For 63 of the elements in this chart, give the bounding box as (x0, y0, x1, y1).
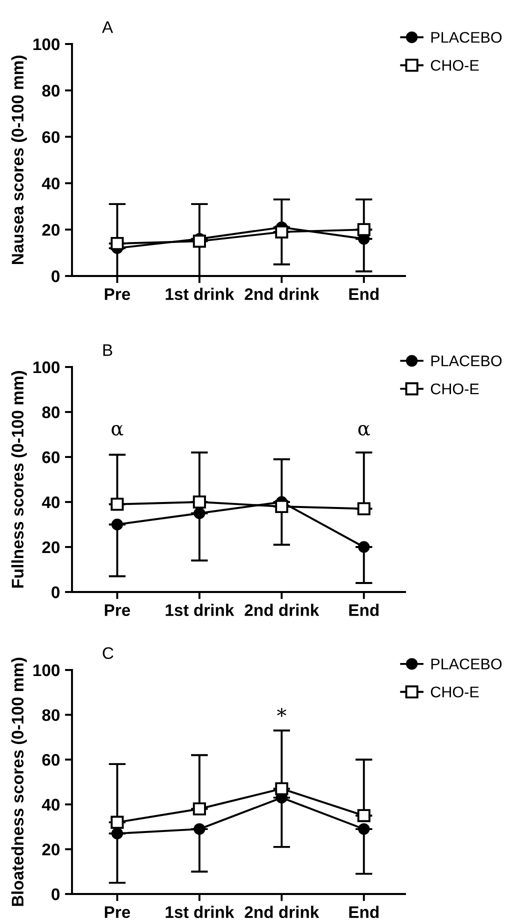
y-tick-label: 40 (42, 798, 60, 811)
chart-title: B (103, 344, 112, 356)
legend-label: PLACEBO (431, 658, 502, 670)
legend-label: CHO-E (430, 686, 479, 698)
x-tick-label: 1st drink (166, 288, 234, 300)
y-tick-label: 0 (52, 586, 60, 598)
y-tick-label: 80 (42, 709, 60, 722)
x-tick-label: Pre (104, 288, 130, 300)
point (111, 518, 124, 530)
x-tick-label: Pre (104, 604, 130, 616)
point (192, 234, 206, 248)
y-tick-label: 40 (42, 178, 60, 190)
point (357, 502, 370, 516)
x-tick-label: End (349, 906, 379, 918)
x-tick-label: End (349, 604, 379, 616)
y-tick-label: 100 (33, 38, 60, 50)
chart-title: A (102, 21, 114, 33)
x-tick-label: End (349, 288, 379, 300)
y-tick-label: 20 (42, 541, 60, 554)
legend-label: PLACEBO (431, 356, 502, 366)
annotation: * (277, 708, 286, 717)
y-tick-label: 20 (42, 844, 60, 856)
x-tick-label: 2nd drink (244, 604, 320, 616)
point (110, 236, 124, 250)
y-tick-label: 40 (42, 496, 60, 508)
x-tick-label: 2nd drink (244, 906, 320, 918)
y-axis-title: Fullness scores (0-100 mm) (11, 371, 27, 588)
point (275, 782, 288, 796)
annotation: α (112, 425, 124, 436)
y-tick-label: 20 (42, 224, 60, 236)
point (275, 225, 288, 238)
point (358, 541, 370, 553)
legend-label: CHO-E (430, 384, 479, 394)
y-tick-label: 60 (42, 131, 60, 144)
point (357, 223, 370, 236)
y-tick-label: 80 (42, 406, 60, 418)
x-tick-label: 2nd drink (244, 288, 320, 300)
point (194, 507, 206, 520)
y-tick-label: 0 (52, 888, 60, 900)
y-tick-label: 60 (42, 451, 60, 464)
x-tick-label: 1st drink (166, 604, 234, 616)
point (357, 809, 370, 822)
chart-title: C (102, 647, 114, 660)
legend-label: PLACEBO (431, 32, 502, 43)
point (192, 802, 206, 816)
y-tick-label: 80 (42, 84, 60, 97)
y-tick-label: 0 (52, 270, 60, 282)
y-tick-label: 100 (33, 664, 60, 676)
point (110, 498, 124, 511)
y-axis-title: Nausea scores (0-100 mm) (11, 56, 27, 264)
point (194, 823, 206, 835)
y-tick-label: 60 (42, 754, 60, 766)
x-tick-label: 1st drink (166, 906, 234, 918)
y-axis-title: Bloatedness scores (0-100 mm) (11, 658, 27, 906)
legend-label: CHO-E (430, 60, 479, 71)
y-tick-label: 100 (33, 361, 60, 374)
point (111, 828, 124, 840)
x-tick-label: Pre (104, 906, 130, 918)
point (358, 823, 370, 835)
point (110, 816, 124, 829)
annotation: α (358, 425, 370, 436)
point (192, 495, 206, 509)
point (275, 500, 288, 514)
